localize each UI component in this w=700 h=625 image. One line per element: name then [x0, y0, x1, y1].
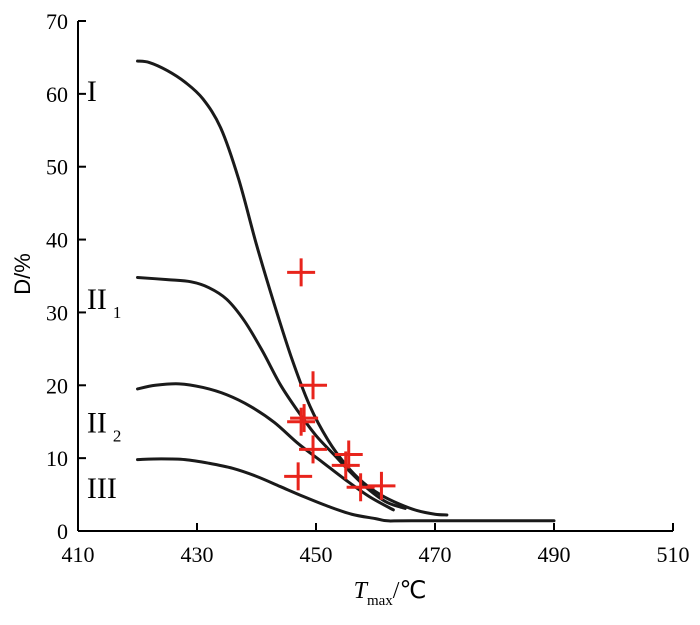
curve-ii-2	[136, 382, 395, 512]
x-tick-label: 510	[657, 542, 690, 567]
x-axis-ticks: 410 430 450 470 490 510	[62, 523, 690, 567]
curve-label-ii-1: II 1	[87, 283, 121, 322]
data-marker	[290, 404, 319, 433]
data-marker	[334, 440, 363, 469]
y-tick-label: 10	[46, 446, 68, 471]
x-axis-label: Tmax/℃	[354, 578, 427, 609]
measurement-markers	[284, 258, 396, 502]
curve-i	[136, 59, 449, 517]
data-marker	[284, 462, 313, 491]
curve-label-iii: III	[87, 472, 117, 505]
y-tick-label: 40	[46, 228, 68, 253]
y-tick-label: 30	[46, 300, 68, 325]
x-axis-label-main: T	[354, 578, 369, 604]
y-axis-label: D/%	[10, 253, 35, 295]
x-tick-label: 450	[300, 542, 333, 567]
x-tick-label: 490	[538, 542, 571, 567]
data-marker	[331, 451, 360, 480]
curve-label-i: I	[87, 75, 97, 108]
y-tick-label: 60	[46, 82, 68, 107]
curve-ii-1	[136, 275, 407, 510]
y-tick-label: 70	[46, 9, 68, 34]
x-axis-label-unit: /℃	[393, 578, 427, 604]
curve-label-ii-2: II 2	[87, 407, 121, 446]
x-tick-label: 430	[181, 542, 214, 567]
curves	[136, 59, 556, 523]
data-marker	[287, 258, 316, 287]
y-tick-label: 50	[46, 155, 68, 180]
data-marker	[367, 471, 396, 500]
x-tick-label: 410	[62, 542, 95, 567]
data-marker	[299, 371, 328, 400]
y-tick-label: 0	[57, 519, 68, 544]
curve-labels: I II 1 II 2 III	[87, 75, 121, 505]
y-tick-label: 20	[46, 373, 68, 398]
y-axis-ticks: 0 10 20 30 40 50 60 70	[46, 9, 86, 544]
x-tick-label: 470	[419, 542, 452, 567]
data-marker	[287, 407, 316, 436]
x-axis-label-sub: max	[367, 593, 393, 609]
data-marker	[299, 435, 328, 464]
curve-iii	[136, 457, 556, 523]
